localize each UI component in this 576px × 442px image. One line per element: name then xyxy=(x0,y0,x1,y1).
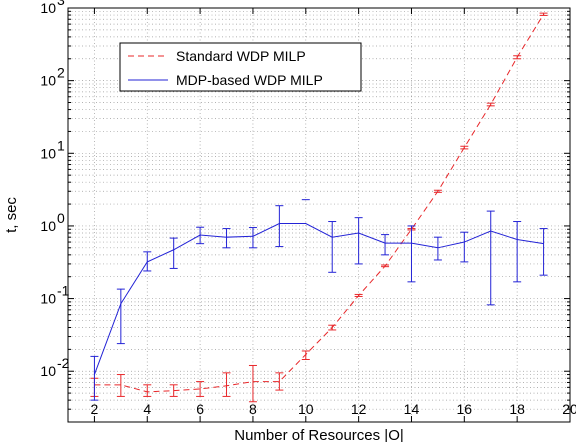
legend-label-mdp: MDP-based WDP MILP xyxy=(176,72,323,88)
x-tick-label: 10 xyxy=(298,401,314,417)
x-axis-title: Number of Resources |O| xyxy=(234,427,404,442)
x-tick-label: 2 xyxy=(91,401,99,417)
x-tick-label: 14 xyxy=(404,401,420,417)
y-tick-base: 10 xyxy=(40,145,56,161)
legend-label-standard: Standard WDP MILP xyxy=(176,48,306,64)
x-tick-label: 4 xyxy=(143,401,151,417)
y-tick-base: 10 xyxy=(40,218,56,234)
y-tick-base: 10 xyxy=(40,363,56,379)
legend: Standard WDP MILP MDP-based WDP MILP xyxy=(120,43,361,91)
y-tick-exponent: 1 xyxy=(57,137,65,153)
x-tick-label: 6 xyxy=(196,401,204,417)
y-tick-exponent: -1 xyxy=(57,283,70,299)
y-tick-base: 10 xyxy=(40,291,56,307)
y-tick-exponent: 0 xyxy=(57,210,65,226)
x-tick-label: 16 xyxy=(457,401,473,417)
x-tick-label: 12 xyxy=(351,401,367,417)
y-tick-exponent: 2 xyxy=(57,65,65,81)
x-tick-label: 8 xyxy=(249,401,257,417)
y-tick-exponent: -2 xyxy=(57,355,70,371)
y-tick-base: 10 xyxy=(40,0,56,16)
x-tick-label: 20 xyxy=(562,401,576,417)
y-tick-exponent: 3 xyxy=(57,0,65,8)
x-tick-label: 18 xyxy=(509,401,525,417)
y-tick-base: 10 xyxy=(40,73,56,89)
y-axis-title: t, sec xyxy=(3,197,20,233)
